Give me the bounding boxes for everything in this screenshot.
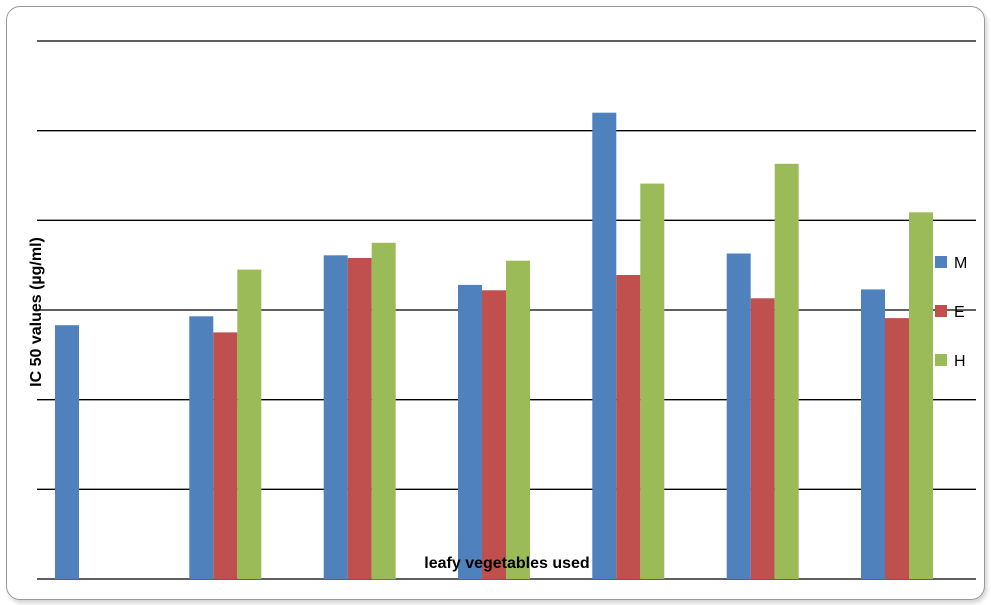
bar-m xyxy=(726,253,751,579)
y-axis-label: IC 50 values (µg/ml) xyxy=(28,237,45,387)
bar-m xyxy=(323,255,348,580)
bars xyxy=(55,112,933,580)
bar-h xyxy=(774,163,799,580)
bar-e xyxy=(482,290,506,579)
bar-h xyxy=(909,212,933,580)
legend-label-h: H xyxy=(954,353,966,370)
bar-h xyxy=(506,260,530,579)
bar-h xyxy=(371,242,396,580)
bar-h xyxy=(640,183,665,579)
bar-m xyxy=(458,284,482,579)
legend-label-m: M xyxy=(954,255,967,272)
bar-m xyxy=(861,289,885,579)
bar-m xyxy=(189,316,214,579)
legend-swatch-h xyxy=(935,354,947,366)
legend-swatch-e xyxy=(935,305,947,317)
bar-m xyxy=(592,112,617,579)
bar-h xyxy=(237,269,262,579)
legend-swatch-m xyxy=(935,256,947,268)
bar-e xyxy=(616,275,641,579)
bar-e xyxy=(213,332,238,579)
legend: M E H xyxy=(935,255,967,370)
x-axis-label: leafy vegetables used xyxy=(424,555,589,572)
legend-label-e: E xyxy=(954,304,965,321)
bar-m xyxy=(55,325,79,579)
bar-e xyxy=(750,298,775,579)
bar-e xyxy=(885,318,909,579)
bar-e xyxy=(347,258,372,579)
